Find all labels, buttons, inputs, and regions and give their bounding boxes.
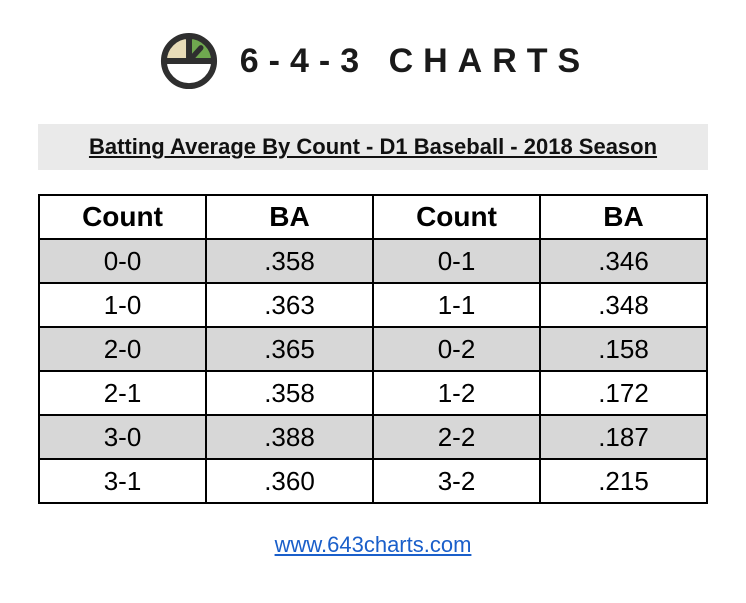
title-bar: Batting Average By Count - D1 Baseball -… bbox=[38, 124, 708, 170]
table-cell: 3-0 bbox=[39, 415, 206, 459]
table-cell: .172 bbox=[540, 371, 707, 415]
table-cell: 2-2 bbox=[373, 415, 540, 459]
table-row: 0-0.3580-1.346 bbox=[39, 239, 707, 283]
table-header-row: Count BA Count BA bbox=[39, 195, 707, 239]
table-row: 2-1.3581-2.172 bbox=[39, 371, 707, 415]
table-cell: .365 bbox=[206, 327, 373, 371]
footer: www.643charts.com bbox=[0, 532, 746, 558]
table-row: 3-1.3603-2.215 bbox=[39, 459, 707, 503]
table-cell: .187 bbox=[540, 415, 707, 459]
table-cell: 1-0 bbox=[39, 283, 206, 327]
data-table-container: Count BA Count BA 0-0.3580-1.3461-0.3631… bbox=[38, 194, 708, 504]
col-header: Count bbox=[373, 195, 540, 239]
page-title: Batting Average By Count - D1 Baseball -… bbox=[89, 134, 657, 159]
table-cell: .358 bbox=[206, 239, 373, 283]
header: 6-4-3 CHARTS bbox=[0, 0, 746, 94]
table-cell: 0-1 bbox=[373, 239, 540, 283]
table-row: 2-0.3650-2.158 bbox=[39, 327, 707, 371]
table-cell: .388 bbox=[206, 415, 373, 459]
col-header: Count bbox=[39, 195, 206, 239]
table-cell: 2-0 bbox=[39, 327, 206, 371]
table-cell: 3-2 bbox=[373, 459, 540, 503]
table-cell: .358 bbox=[206, 371, 373, 415]
table-cell: .348 bbox=[540, 283, 707, 327]
table-cell: .158 bbox=[540, 327, 707, 371]
table-cell: 2-1 bbox=[39, 371, 206, 415]
table-cell: 0-2 bbox=[373, 327, 540, 371]
col-header: BA bbox=[206, 195, 373, 239]
table-cell: .360 bbox=[206, 459, 373, 503]
table-cell: 1-2 bbox=[373, 371, 540, 415]
brand-logo-icon bbox=[156, 28, 222, 94]
table-cell: 1-1 bbox=[373, 283, 540, 327]
table-row: 3-0.3882-2.187 bbox=[39, 415, 707, 459]
table-cell: .215 bbox=[540, 459, 707, 503]
col-header: BA bbox=[540, 195, 707, 239]
table-cell: .346 bbox=[540, 239, 707, 283]
table-cell: .363 bbox=[206, 283, 373, 327]
batting-average-table: Count BA Count BA 0-0.3580-1.3461-0.3631… bbox=[38, 194, 708, 504]
source-link[interactable]: www.643charts.com bbox=[275, 532, 472, 557]
table-cell: 3-1 bbox=[39, 459, 206, 503]
brand-name: 6-4-3 CHARTS bbox=[240, 42, 590, 81]
table-row: 1-0.3631-1.348 bbox=[39, 283, 707, 327]
table-cell: 0-0 bbox=[39, 239, 206, 283]
